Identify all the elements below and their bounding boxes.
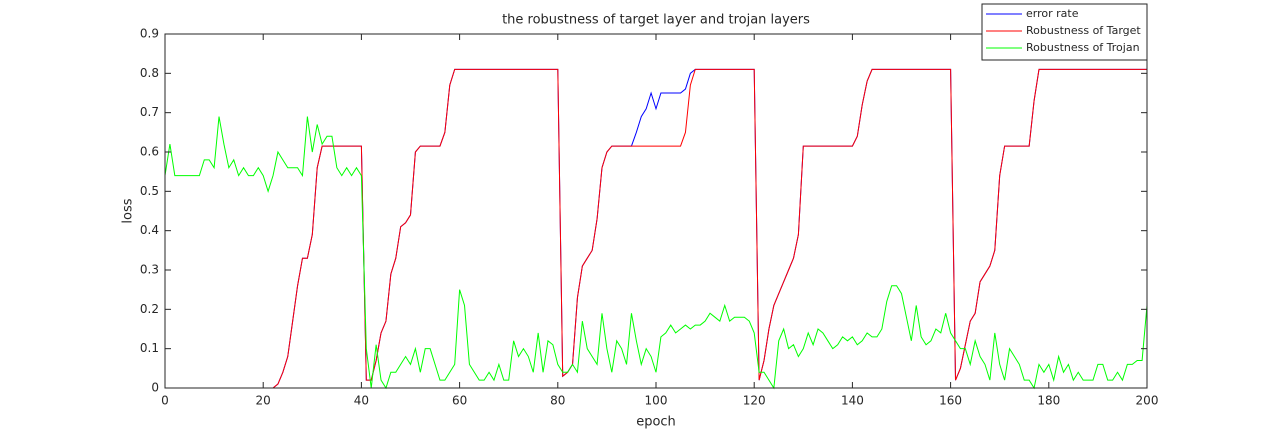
legend-box [981,3,1148,61]
x-tick-label: 160 [939,394,962,408]
y-tick-label: 0.5 [140,184,159,198]
y-axis-label: loss [121,198,136,223]
x-tick-label: 100 [645,394,668,408]
y-tick-label: 0.3 [140,263,159,277]
x-tick-label: 60 [452,394,467,408]
y-tick-label: 0 [151,381,159,395]
x-tick-label: 140 [841,394,864,408]
x-tick-label: 200 [1136,394,1159,408]
x-tick-label: 40 [354,394,369,408]
x-tick-label: 120 [743,394,766,408]
y-tick-label: 0.9 [140,27,159,41]
y-tick-label: 0.2 [140,302,159,316]
x-tick-label: 20 [256,394,271,408]
x-tick-label: 180 [1037,394,1060,408]
y-tick-label: 0.7 [140,105,159,119]
x-tick-label: 0 [161,394,169,408]
legend-label: Robustness of Trojan [1026,41,1140,54]
chart-title: the robustness of target layer and troja… [502,13,810,28]
y-tick-label: 0.6 [140,145,159,159]
legend-label: Robustness of Target [1026,24,1141,37]
y-tick-label: 0.4 [140,223,159,237]
data-line [164,116,1148,390]
x-axis-label: epoch [636,415,676,430]
data-line [165,68,1147,389]
legend: error rate Robustness of Target Robustness… [981,3,1148,61]
y-tick-label: 0.1 [140,341,159,355]
x-tick-label: 80 [550,394,565,408]
legend-label: error rate [1026,7,1079,20]
y-tick-label: 0.8 [140,66,159,80]
